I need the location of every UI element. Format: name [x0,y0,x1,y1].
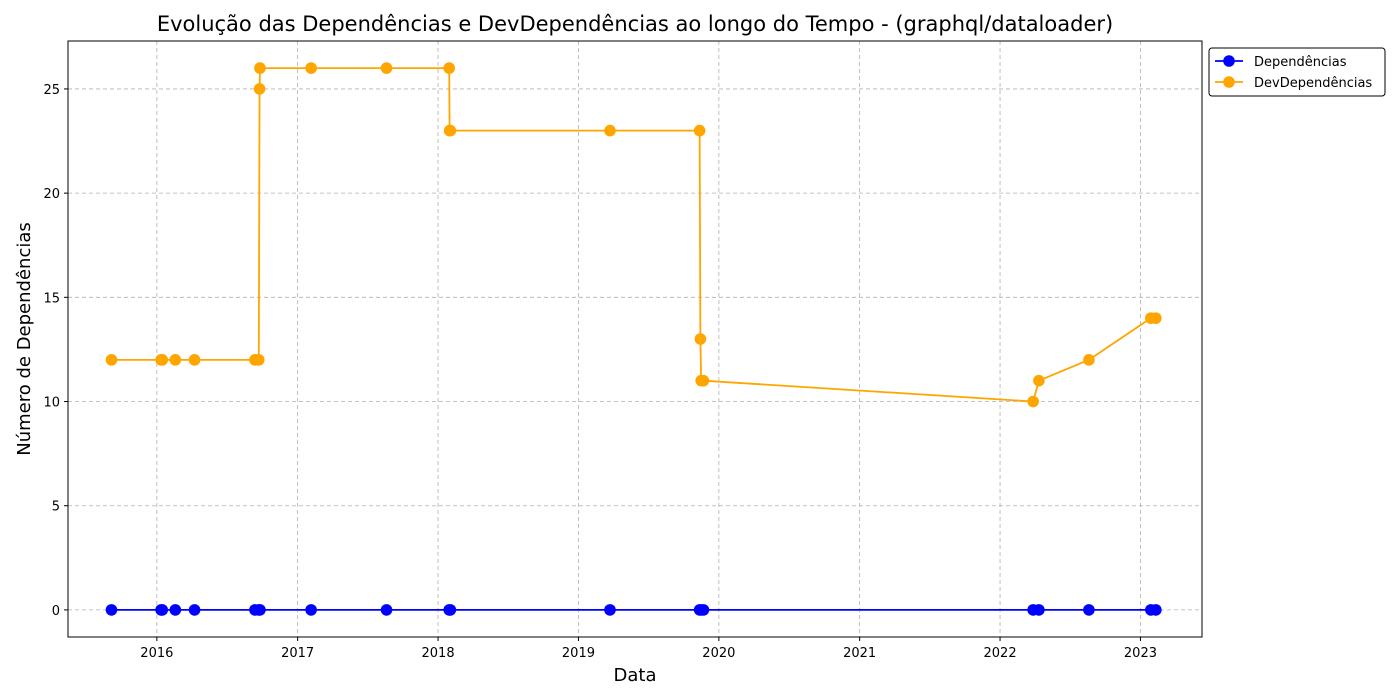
data-point [188,354,201,366]
data-point [380,604,393,616]
data-point [254,62,266,74]
data-point [169,604,182,616]
data-point [604,604,616,616]
y-tick-label: 5 [52,500,60,515]
x-tick-label: 2016 [140,646,173,661]
legend-item: DevDependências [1215,76,1372,91]
data-point [188,604,201,616]
plot-series [105,62,1162,616]
x-tick-label: 2022 [984,646,1017,661]
plot-area [67,40,1203,638]
data-point [443,62,456,74]
data-point [693,124,706,137]
data-point [1083,354,1095,366]
data-point [444,124,457,137]
data-point [305,62,317,74]
x-tick-label: 2018 [422,646,455,661]
legend-label: Dependências [1254,55,1347,70]
data-point [1027,395,1039,408]
data-point [444,604,457,616]
data-point [604,124,616,137]
x-tick-label: 2019 [562,646,595,661]
legend-box [1208,47,1386,97]
data-point [697,604,710,616]
y-tick-label: 20 [43,187,60,202]
data-point [254,604,266,616]
series-devdependencias [105,62,1162,408]
data-point [169,354,182,366]
data-point [694,333,707,345]
x-tick-label: 2020 [702,646,735,661]
x-tick-label: 2021 [843,646,876,661]
data-point [105,354,118,366]
data-point [1033,604,1045,616]
x-axis-label: Data [614,665,657,686]
data-point [305,604,317,616]
data-point [156,354,169,366]
axis-ticks: 2016 2017 2018 2019 2020 2021 2022 2023 0 5 10 15 20… [43,83,1157,661]
legend-marker [1223,55,1235,67]
series-dependencias [105,604,1162,616]
data-point [380,62,393,74]
data-point [156,604,169,616]
data-point [105,604,118,616]
legend-marker [1223,76,1235,88]
data-point [1083,604,1095,616]
y-tick-label: 25 [43,83,60,98]
data-point [1150,604,1162,616]
chart-title: Evolução das Dependências e DevDependênc… [157,12,1113,36]
y-tick-label: 15 [43,291,60,306]
data-point [1033,374,1045,387]
x-tick-label: 2023 [1124,646,1157,661]
legend-label: DevDependências [1254,76,1372,91]
data-point [252,354,265,366]
legend-item: Dependências [1215,55,1347,70]
y-tick-label: 10 [43,396,60,411]
y-tick-label: 0 [52,604,60,619]
data-point [697,374,710,387]
data-point [253,83,266,95]
data-point [1150,312,1162,324]
legend: Dependências DevDependências [1208,47,1386,97]
x-tick-label: 2017 [281,646,314,661]
y-axis-label: Número de Dependências [14,222,35,456]
